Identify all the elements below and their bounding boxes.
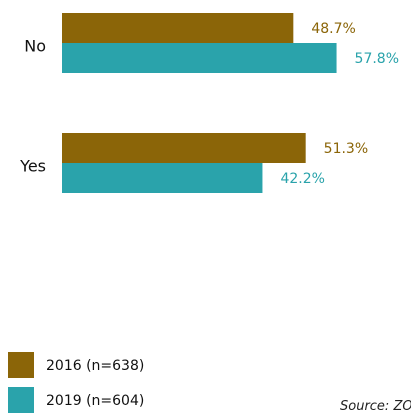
bar-no-series-2 (62, 43, 337, 73)
legend-label-series-1: 2016 (n=638) (46, 358, 144, 374)
legend-swatch-series-2 (8, 387, 34, 413)
bar-yes-series-2 (62, 163, 263, 193)
bar-yes-series-1 (62, 133, 306, 163)
category-label-yes: Yes (19, 157, 46, 176)
value-label-yes-series-1: 51.3% (324, 141, 368, 157)
bar-no-series-1 (62, 13, 294, 43)
legend-label-series-2: 2019 (n=604) (46, 393, 144, 409)
value-label-no-series-1: 48.7% (311, 21, 355, 37)
value-label-no-series-2: 57.8% (355, 51, 399, 67)
value-label-yes-series-2: 42.2% (280, 171, 324, 187)
source-note: Source: ZO (340, 399, 411, 414)
legend-swatch-series-1 (8, 352, 34, 378)
category-label-no: No (24, 37, 46, 56)
